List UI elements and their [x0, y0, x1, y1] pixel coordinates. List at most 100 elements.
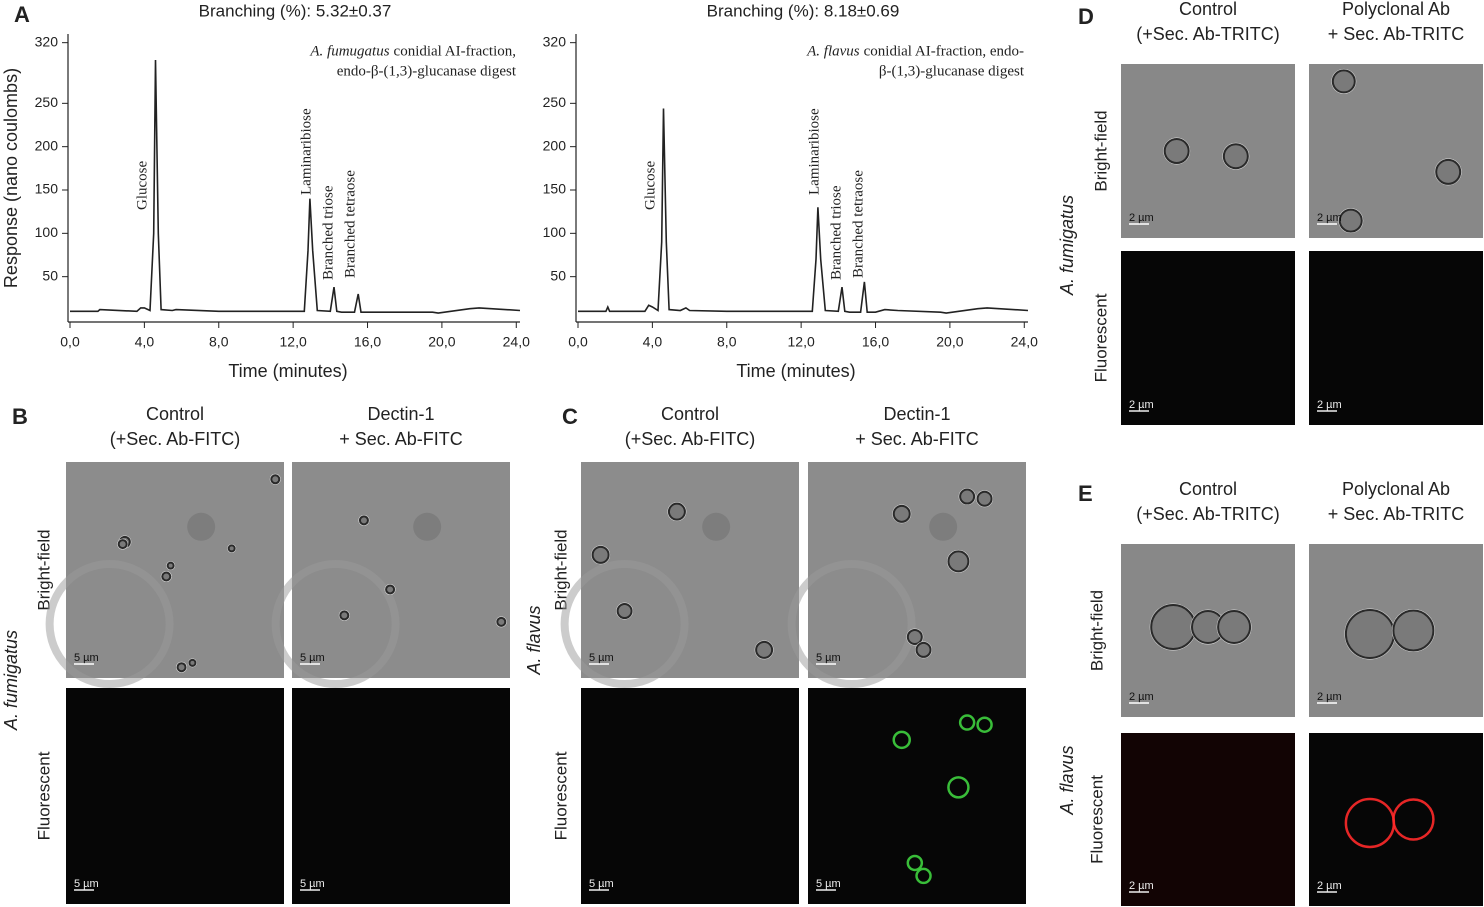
cell	[166, 561, 175, 570]
annotation-species: A. flavus	[806, 43, 860, 59]
background-texture	[560, 560, 689, 688]
y-tick-label: 100	[543, 224, 567, 240]
row-label: Fluorescent	[34, 751, 53, 840]
column-header: Control	[661, 404, 719, 424]
fluorescent-image	[1121, 251, 1295, 425]
x-axis-label: Time (minutes)	[736, 361, 855, 381]
x-tick-label: 0,0	[568, 334, 588, 350]
background-texture	[929, 512, 958, 541]
cell	[117, 539, 128, 550]
x-tick-label: 0,0	[60, 334, 80, 350]
scale-bar-label: 5 µm	[816, 652, 841, 664]
scale-bar-label: 2 µm	[1129, 880, 1154, 892]
x-tick-label: 20,0	[428, 334, 455, 350]
x-tick-label: 12,0	[788, 334, 815, 350]
chart-title: Branching (%): 5.32±0.37	[199, 1, 392, 20]
annotation-line: conidial AI-fraction, endo-	[864, 43, 1024, 59]
fluorescent-image	[1121, 733, 1295, 906]
cell	[1435, 158, 1462, 185]
peak-label: Glucose	[134, 161, 150, 210]
fluorescent-cell	[1392, 798, 1435, 841]
bright-field-image	[292, 462, 510, 678]
peak-label: Glucose	[642, 161, 658, 210]
panel-letter: B	[12, 404, 28, 429]
cell	[385, 584, 396, 595]
scale-bar-label: 2 µm	[1129, 399, 1154, 411]
fluorescent-image	[1309, 733, 1483, 906]
species-label: A. flavus	[1057, 745, 1077, 815]
x-tick-label: 12,0	[280, 334, 307, 350]
cell	[976, 490, 993, 507]
cell	[915, 641, 932, 658]
chart-title: Branching (%): 8.18±0.69	[707, 1, 900, 20]
x-tick-label: 16,0	[354, 334, 381, 350]
scale-bar-label: 5 µm	[300, 878, 325, 890]
annotation-line: conidial AI-fraction,	[394, 43, 516, 59]
cell	[1217, 610, 1252, 645]
x-tick-label: 20,0	[936, 334, 963, 350]
row-label: Fluorescent	[1091, 293, 1110, 382]
cell	[667, 502, 686, 521]
scale-bar-label: 2 µm	[1129, 212, 1154, 224]
fluorescent-image	[808, 688, 1026, 904]
background-texture	[45, 560, 174, 688]
peak-label: Laminaribiose	[806, 108, 822, 195]
y-tick-label: 320	[35, 33, 59, 49]
scale-bar-label: 5 µm	[74, 878, 99, 890]
background-texture	[271, 560, 400, 688]
scale-bar-label: 5 µm	[589, 878, 614, 890]
bright-field-image	[1121, 64, 1295, 238]
x-tick-label: 4,0	[643, 334, 663, 350]
scale-bar-label: 2 µm	[1129, 691, 1154, 703]
peak-label: Branched triose	[828, 185, 844, 280]
cell	[358, 515, 369, 526]
panel-letter: E	[1078, 481, 1093, 506]
column-header: Control	[1179, 0, 1237, 19]
column-header: + Sec. Ab-TRITC	[1328, 504, 1465, 524]
scale-bar-label: 2 µm	[1317, 691, 1342, 703]
y-axis-label: Response (nano coulombs)	[1, 68, 21, 288]
peak-label: Laminaribiose	[298, 108, 314, 195]
cell	[176, 662, 187, 673]
cell	[161, 571, 172, 582]
y-tick-label: 320	[543, 33, 567, 49]
peak-label: Branched tetraose	[850, 170, 866, 278]
column-header: + Sec. Ab-TRITC	[1328, 24, 1465, 44]
fluorescent-cell	[976, 716, 993, 733]
cell	[1338, 208, 1363, 233]
cell	[906, 628, 923, 645]
peak-label: Branched tetraose	[342, 170, 358, 278]
scale-bar-label: 5 µm	[74, 652, 99, 664]
column-header: (+Sec. Ab-TRITC)	[1136, 24, 1280, 44]
column-header: (+Sec. Ab-FITC)	[110, 429, 241, 449]
y-tick-label: 150	[35, 181, 59, 197]
column-header: Polyclonal Ab	[1342, 0, 1450, 19]
column-header: + Sec. Ab-FITC	[339, 429, 463, 449]
bright-field-image	[1309, 64, 1483, 238]
trace	[578, 108, 1029, 314]
species-label: A. flavus	[524, 605, 544, 675]
cell	[947, 550, 970, 573]
x-tick-label: 8,0	[209, 334, 229, 350]
y-tick-label: 200	[35, 137, 59, 153]
cell	[1150, 604, 1197, 651]
x-tick-label: 16,0	[862, 334, 889, 350]
scale-bar-label: 2 µm	[1317, 399, 1342, 411]
scale-bar-label: 5 µm	[816, 878, 841, 890]
fluorescent-cell	[906, 854, 924, 872]
fluorescent-cell	[915, 867, 932, 885]
scale-bar-label: 2 µm	[1317, 880, 1342, 892]
cell	[1392, 609, 1435, 652]
fluorescent-cell	[892, 730, 911, 750]
annotation-line: β-(1,3)-glucanase digest	[879, 63, 1025, 79]
background-texture	[702, 512, 731, 541]
row-label: Bright-field	[1087, 590, 1106, 671]
cell	[892, 504, 911, 523]
cell	[755, 640, 774, 659]
scale-bar-label: 5 µm	[300, 652, 325, 664]
bright-field-image	[66, 462, 284, 678]
species-label: A. fumigatus	[1057, 195, 1077, 296]
cell	[1331, 69, 1356, 94]
cell	[1344, 608, 1395, 659]
scale-bar-label: 5 µm	[589, 652, 614, 664]
